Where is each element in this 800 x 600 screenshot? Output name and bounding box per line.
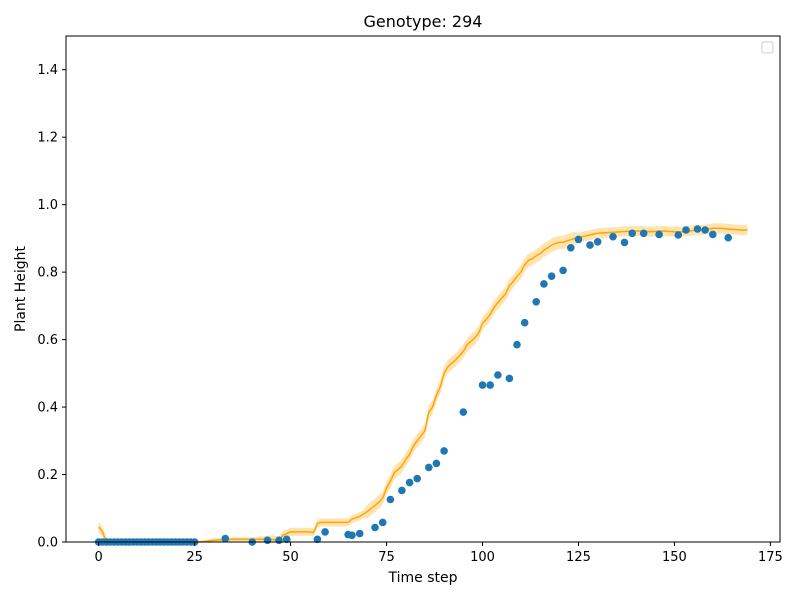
data-point xyxy=(655,230,663,239)
data-point xyxy=(386,495,395,504)
data-point xyxy=(440,447,448,455)
data-point xyxy=(709,230,717,239)
x-tick-label: 175 xyxy=(758,550,783,565)
data-point xyxy=(574,235,583,244)
data-point xyxy=(540,280,548,288)
data-point xyxy=(405,478,414,487)
data-point xyxy=(425,463,433,472)
y-axis-label: Plant Height xyxy=(13,245,29,332)
data-point xyxy=(478,381,487,389)
data-point xyxy=(724,233,732,242)
data-point xyxy=(494,371,502,379)
y-tick-label: 1.0 xyxy=(37,198,58,213)
chart-title: Genotype: 294 xyxy=(364,12,483,31)
data-point xyxy=(432,459,441,468)
data-point xyxy=(221,534,230,543)
data-point xyxy=(505,374,514,383)
data-point xyxy=(348,531,356,540)
data-point xyxy=(520,318,529,327)
data-point xyxy=(321,528,329,536)
x-tick-label: 25 xyxy=(186,550,203,565)
data-point xyxy=(547,272,556,281)
x-tick-label: 100 xyxy=(470,550,495,565)
data-point xyxy=(398,486,406,495)
y-tick-label: 0.2 xyxy=(37,468,58,483)
x-tick-label: 50 xyxy=(282,550,299,565)
data-point xyxy=(593,238,602,246)
data-point xyxy=(263,536,272,545)
data-point xyxy=(282,535,291,544)
data-point xyxy=(459,408,468,416)
data-point xyxy=(413,474,422,483)
legend-box xyxy=(761,41,774,54)
data-point xyxy=(275,536,283,545)
y-tick-label: 0.6 xyxy=(37,333,58,348)
data-point xyxy=(559,266,567,275)
x-tick-label: 75 xyxy=(378,550,395,565)
mean-line xyxy=(98,227,748,543)
y-tick-label: 0.4 xyxy=(37,401,58,416)
data-point xyxy=(513,340,521,349)
data-point xyxy=(701,226,709,234)
x-tick-label: 0 xyxy=(94,550,102,565)
data-point xyxy=(628,229,636,238)
data-point xyxy=(586,241,594,249)
data-point xyxy=(567,244,575,252)
x-axis-label: Time step xyxy=(388,570,458,586)
data-point xyxy=(355,529,364,538)
data-point xyxy=(693,225,702,233)
y-tick-label: 0.0 xyxy=(37,536,58,551)
data-point xyxy=(620,238,629,247)
data-point xyxy=(682,226,690,234)
data-point xyxy=(674,231,683,239)
data-point xyxy=(609,232,617,241)
data-point xyxy=(378,518,387,527)
data-point xyxy=(313,535,322,544)
axes-frame xyxy=(65,35,781,543)
data-point xyxy=(486,381,495,389)
y-tick-label: 0.8 xyxy=(37,266,58,281)
x-tick-label: 125 xyxy=(566,550,591,565)
data-point xyxy=(639,229,648,238)
y-tick-label: 1.2 xyxy=(37,131,58,146)
x-tick-label: 150 xyxy=(662,550,687,565)
data-point xyxy=(371,523,379,532)
y-tick-label: 1.4 xyxy=(37,63,58,78)
data-point xyxy=(532,298,540,306)
tick-layer: 0 25 50 75 100 125 150 175 0.0 0.2 0.4 0.6 0.8 1.0 1.2… xyxy=(37,63,783,565)
